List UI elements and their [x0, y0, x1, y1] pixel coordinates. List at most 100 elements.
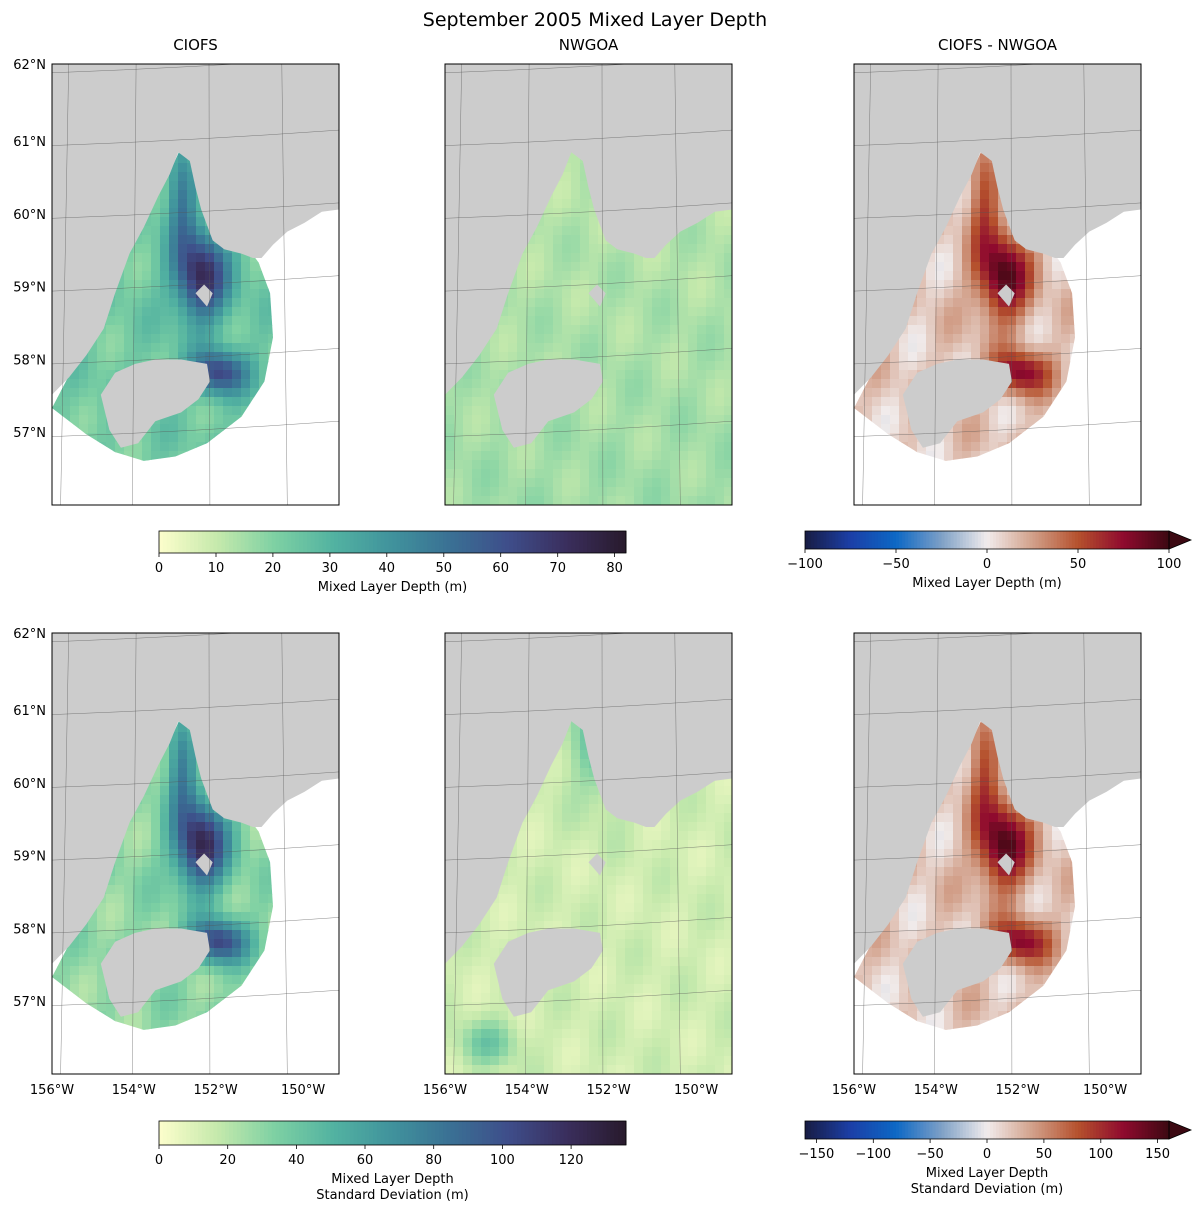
- colorbar-tick-label: 40: [288, 1153, 305, 1168]
- colorbar-label: Standard Deviation (m): [316, 1188, 468, 1203]
- land-kodiak-island: [493, 928, 603, 1017]
- ytick-label: 57°N: [13, 426, 46, 441]
- land-kodiak-island: [902, 928, 1012, 1017]
- map-panels: CIOFS 62°N 61°N 60°N 59°N 58°N 57°N NWGOA CIOFS …: [13, 36, 1142, 1098]
- colorbar-tick-label: 20: [219, 1153, 236, 1168]
- colorbar-tick-label: 100: [1088, 1147, 1113, 1162]
- graticule: [854, 633, 1141, 1074]
- ytick-label: 58°N: [13, 923, 46, 938]
- ytick-label: 59°N: [13, 281, 46, 296]
- graticule: [52, 633, 339, 1074]
- colorbar-tick-label: 100: [1157, 557, 1182, 572]
- xtick-label: 152°W: [587, 1083, 631, 1098]
- graticule: [445, 633, 732, 1074]
- cbar-std-deep: 0 20 40 60 80 100 120 Mixed Layer DepthStandard…: [155, 1120, 627, 1203]
- ytick-label: 61°N: [13, 135, 46, 150]
- colorbar-tick-label: 0: [155, 1153, 163, 1168]
- xtick-label: 150°W: [674, 1083, 718, 1098]
- colorbar-tick-label: 120: [559, 1153, 584, 1168]
- colorbar-tick-label: 10: [208, 561, 225, 576]
- colorbar-label: Mixed Layer Depth (m): [318, 580, 467, 595]
- colorbar-tick-label: 0: [155, 561, 163, 576]
- colorbar-tick-label: 30: [322, 561, 339, 576]
- axes-frame: [853, 63, 1142, 506]
- ytick-label: 62°N: [13, 58, 46, 73]
- xtick-label: 152°W: [194, 1083, 238, 1098]
- figure-title: September 2005 Mixed Layer Depth: [423, 9, 767, 31]
- colorbar-tick-label: −50: [916, 1147, 943, 1162]
- colorbar-tick-label: 0: [983, 557, 991, 572]
- land-kodiak-island: [100, 359, 210, 448]
- axes-frame: [444, 632, 733, 1075]
- axes-frame: [444, 63, 733, 506]
- map-panel-mean-nwgoa: NWGOA: [444, 36, 733, 506]
- cbar-std-diff: −150 −100 −50 0 50 100 150 Mixed Layer DepthSta…: [799, 1120, 1193, 1197]
- xtick-label: 150°W: [281, 1083, 325, 1098]
- ytick-label: 60°N: [13, 208, 46, 223]
- map-panel-std-diff: 156°W 154°W 152°W 150°W: [832, 632, 1142, 1098]
- colorbar-tick-label: 60: [357, 1153, 374, 1168]
- map-panel-std-ciofs: 62°N 61°N 60°N 59°N 58°N 57°N 156°W 154°W 152°W 1…: [13, 627, 340, 1098]
- land-augustine-island: [997, 284, 1015, 307]
- ytick-label: 60°N: [13, 777, 46, 792]
- graticule: [52, 64, 339, 505]
- land-mainland: [52, 64, 339, 395]
- panel-title: CIOFS: [173, 36, 218, 54]
- xtick-label: 154°W: [914, 1083, 958, 1098]
- colorbar-tick-label: 150: [1145, 1147, 1170, 1162]
- ytick-label: 58°N: [13, 354, 46, 369]
- axes-frame: [51, 63, 340, 506]
- ytick-label: 59°N: [13, 850, 46, 865]
- land-kodiak-island: [100, 928, 210, 1017]
- xtick-label: 156°W: [423, 1083, 467, 1098]
- map-panel-std-nwgoa: 156°W 154°W 152°W 150°W: [423, 632, 733, 1098]
- ytick-label: 57°N: [13, 995, 46, 1010]
- colorbar-tick-label: −100: [855, 1147, 891, 1162]
- colorbar-label: Mixed Layer Depth (m): [912, 576, 1061, 591]
- colorbar-extend-arrow: [1168, 530, 1193, 550]
- colorbar-tick-label: 20: [265, 561, 282, 576]
- xtick-label: 156°W: [832, 1083, 876, 1098]
- colorbar-tick-label: 60: [492, 561, 509, 576]
- land-augustine-island: [195, 853, 213, 876]
- colorbar-tick-label: −150: [799, 1147, 835, 1162]
- land-augustine-island: [195, 284, 213, 307]
- graticule: [445, 64, 732, 505]
- colorbar-tick-label: 80: [606, 561, 623, 576]
- colorbar-label: Mixed Layer Depth: [331, 1172, 453, 1187]
- cbar-mean-deep: 0 10 20 30 40 50 60 70 80 Mixed Layer Depth (m): [155, 530, 627, 595]
- xtick-label: 156°W: [30, 1083, 74, 1098]
- axes-frame: [853, 632, 1142, 1075]
- panel-title: CIOFS - NWGOA: [938, 36, 1058, 54]
- panel-title: NWGOA: [559, 36, 619, 54]
- colorbar-tick-label: 80: [425, 1153, 442, 1168]
- colorbar-tick-label: 0: [983, 1147, 991, 1162]
- land-augustine-island: [588, 284, 606, 307]
- colorbar-tick-label: 50: [436, 561, 453, 576]
- colorbar-extend-arrow: [1168, 1120, 1193, 1140]
- land-mainland: [445, 64, 732, 395]
- colorbar-frame: [158, 530, 627, 554]
- land-kodiak-island: [493, 359, 603, 448]
- xtick-label: 154°W: [505, 1083, 549, 1098]
- ytick-label: 61°N: [13, 704, 46, 719]
- map-panel-mean-ciofs: CIOFS 62°N 61°N 60°N 59°N 58°N 57°N: [13, 36, 340, 506]
- colorbar-tick-label: 50: [1036, 1147, 1053, 1162]
- land-augustine-island: [588, 853, 606, 876]
- colorbar-tick-label: −100: [787, 557, 823, 572]
- graticule: [854, 64, 1141, 505]
- xtick-label: 152°W: [996, 1083, 1040, 1098]
- land-mainland: [445, 633, 732, 964]
- colorbar-tick-label: −50: [882, 557, 909, 572]
- colorbar-tick-label: 50: [1070, 557, 1087, 572]
- colorbar-frame: [158, 1120, 627, 1146]
- axes-frame: [51, 632, 340, 1075]
- colorbar-label: Standard Deviation (m): [911, 1182, 1063, 1197]
- land-mainland: [854, 64, 1141, 395]
- colorbar-tick-label: 40: [379, 561, 396, 576]
- colorbar-label: Mixed Layer Depth: [926, 1166, 1048, 1181]
- xtick-label: 154°W: [112, 1083, 156, 1098]
- land-mainland: [854, 633, 1141, 964]
